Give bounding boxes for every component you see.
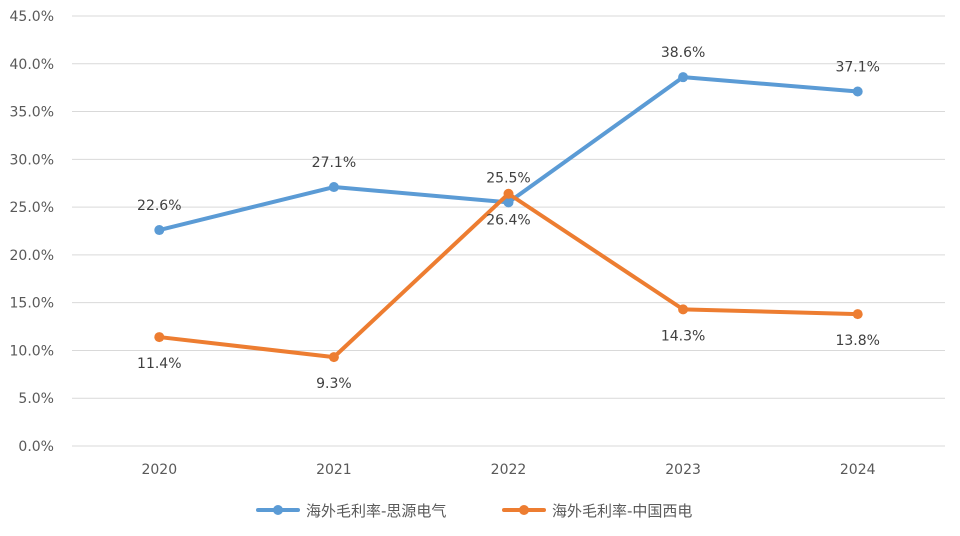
series-0-data-label-2: 25.5% bbox=[486, 170, 530, 186]
y-tick-label: 45.0% bbox=[10, 9, 54, 25]
y-tick-label: 5.0% bbox=[18, 391, 54, 407]
y-tick-label: 40.0% bbox=[10, 57, 54, 73]
x-tick-label: 2022 bbox=[491, 462, 527, 478]
legend-marker-0 bbox=[273, 505, 283, 515]
series-1-data-label-2: 26.4% bbox=[486, 213, 530, 229]
series-1-point-4 bbox=[852, 309, 863, 320]
series-1-data-label-4: 13.8% bbox=[835, 333, 879, 349]
series-0-point-4 bbox=[852, 86, 863, 97]
y-tick-label: 15.0% bbox=[10, 296, 54, 312]
y-tick-label: 30.0% bbox=[10, 152, 54, 168]
legend: 海外毛利率-思源电气 海外毛利率-中国西电 bbox=[256, 502, 692, 520]
series-0-data-label-0: 22.6% bbox=[137, 198, 181, 214]
legend-label-1: 海外毛利率-中国西电 bbox=[552, 502, 692, 520]
gridlines bbox=[72, 15, 945, 447]
series-lines bbox=[154, 72, 863, 363]
legend-label-0: 海外毛利率-思源电气 bbox=[306, 502, 446, 520]
series-0-data-label-4: 37.1% bbox=[835, 59, 879, 75]
series-0-point-1 bbox=[328, 182, 339, 193]
series-1-point-1 bbox=[328, 352, 339, 363]
y-tick-label: 0.0% bbox=[18, 439, 54, 455]
x-tick-label: 2023 bbox=[665, 462, 701, 478]
series-0-data-label-3: 38.6% bbox=[661, 45, 705, 61]
y-tick-label: 25.0% bbox=[10, 200, 54, 216]
series-1-point-2 bbox=[503, 188, 514, 199]
y-tick-label: 10.0% bbox=[10, 343, 54, 359]
legend-marker-1 bbox=[519, 505, 529, 515]
y-tick-label: 20.0% bbox=[10, 248, 54, 264]
series-0-data-label-1: 27.1% bbox=[312, 155, 356, 171]
series-0-point-0 bbox=[154, 225, 165, 236]
x-tick-label: 2024 bbox=[840, 462, 876, 478]
x-axis-ticks: 2020 2021 2022 2023 2024 bbox=[141, 462, 875, 478]
series-0-point-2 bbox=[503, 197, 514, 208]
data-labels: 22.6% 27.1% 25.5% 38.6% 37.1% 11.4% 9.3% 26.4% 1… bbox=[137, 45, 880, 392]
x-tick-label: 2021 bbox=[316, 462, 352, 478]
series-1-data-label-0: 11.4% bbox=[137, 356, 181, 372]
series-1-data-label-3: 14.3% bbox=[661, 328, 705, 344]
series-1-data-label-1: 9.3% bbox=[316, 376, 352, 392]
series-1-point-3 bbox=[678, 304, 689, 315]
y-tick-label: 35.0% bbox=[10, 105, 54, 121]
y-axis-ticks: 0.0% 5.0% 10.0% 15.0% 20.0% 25.0% 30.0% 35.0% 40… bbox=[10, 9, 54, 455]
x-tick-label: 2020 bbox=[141, 462, 177, 478]
series-0-point-3 bbox=[678, 72, 689, 83]
series-1-point-0 bbox=[154, 332, 165, 343]
